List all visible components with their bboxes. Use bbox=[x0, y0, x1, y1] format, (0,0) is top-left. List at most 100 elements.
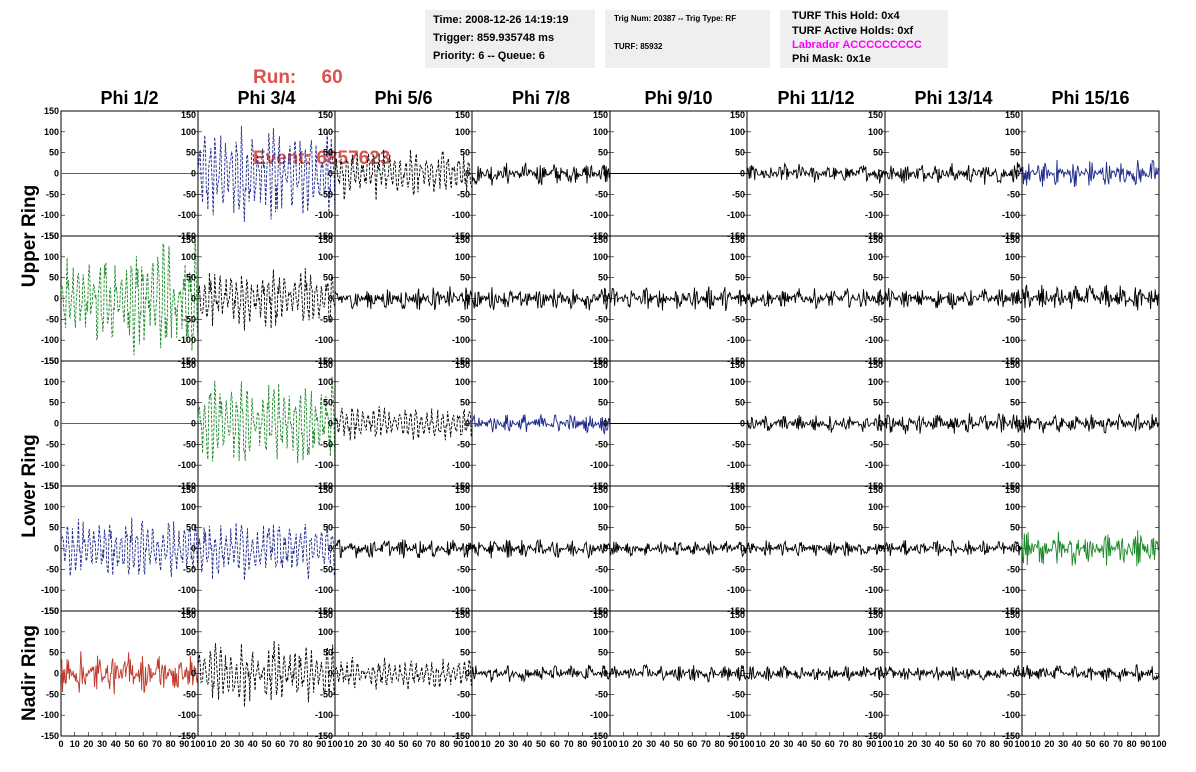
y-tick-label: 50 bbox=[1010, 398, 1020, 408]
x-tick-label: 20 bbox=[907, 739, 917, 749]
x-tick-label: 70 bbox=[564, 739, 574, 749]
y-tick-label: 150 bbox=[181, 235, 196, 245]
y-tick-label: 150 bbox=[318, 485, 333, 495]
y-tick-label: 50 bbox=[1010, 148, 1020, 158]
y-tick-label: -100 bbox=[865, 210, 883, 220]
y-tick-label: -50 bbox=[457, 564, 470, 574]
y-tick-label: 50 bbox=[460, 398, 470, 408]
x-tick-label: 50 bbox=[398, 739, 408, 749]
y-tick-label: 100 bbox=[181, 502, 196, 512]
waveform-trace bbox=[884, 539, 1023, 557]
y-tick-label: 0 bbox=[54, 669, 59, 679]
y-tick-label: -150 bbox=[178, 731, 196, 741]
y-tick-label: 50 bbox=[873, 273, 883, 283]
y-tick-label: -50 bbox=[595, 189, 608, 199]
waveform-trace bbox=[471, 414, 611, 435]
waveform-trace bbox=[1021, 663, 1160, 682]
x-tick-label: 100 bbox=[1151, 739, 1166, 749]
waveform-trace bbox=[60, 238, 199, 356]
x-tick-label: 80 bbox=[1127, 739, 1137, 749]
y-tick-label: -50 bbox=[457, 439, 470, 449]
y-tick-label: -150 bbox=[41, 481, 59, 491]
x-tick-label: 70 bbox=[976, 739, 986, 749]
y-tick-label: 50 bbox=[735, 273, 745, 283]
trigger-text: Trigger: 859.935748 ms bbox=[433, 32, 555, 44]
waveform-trace bbox=[884, 162, 1023, 185]
y-tick-label: 0 bbox=[603, 294, 608, 304]
y-tick-label: 0 bbox=[740, 669, 745, 679]
y-tick-label: 50 bbox=[873, 148, 883, 158]
y-tick-label: 150 bbox=[868, 110, 883, 120]
y-tick-label: 0 bbox=[54, 294, 59, 304]
y-tick-label: 150 bbox=[318, 610, 333, 620]
x-tick-label: 30 bbox=[234, 739, 244, 749]
y-tick-label: 150 bbox=[318, 360, 333, 370]
x-tick-label: 10 bbox=[207, 739, 217, 749]
x-tick-label: 90 bbox=[591, 739, 601, 749]
y-tick-label: -50 bbox=[595, 689, 608, 699]
y-tick-label: -100 bbox=[452, 585, 470, 595]
y-tick-label: 150 bbox=[1005, 235, 1020, 245]
y-tick-label: -50 bbox=[870, 564, 883, 574]
y-tick-label: -100 bbox=[452, 335, 470, 345]
y-tick-label: 100 bbox=[730, 627, 745, 637]
y-tick-label: 0 bbox=[54, 169, 59, 179]
y-tick-label: 50 bbox=[598, 148, 608, 158]
y-tick-label: 150 bbox=[44, 606, 59, 616]
x-tick-label: 100 bbox=[1014, 739, 1029, 749]
y-tick-label: 0 bbox=[603, 669, 608, 679]
x-tick-label: 40 bbox=[248, 739, 258, 749]
column-header-7: Phi 13/14 bbox=[914, 88, 993, 108]
waveform-trace bbox=[197, 522, 336, 581]
waveform-trace bbox=[334, 286, 473, 311]
x-tick-label: 20 bbox=[83, 739, 93, 749]
y-tick-label: -100 bbox=[1002, 335, 1020, 345]
y-tick-label: 0 bbox=[191, 544, 196, 554]
y-tick-label: 150 bbox=[318, 110, 333, 120]
waveform-trace bbox=[609, 286, 748, 312]
y-tick-label: 0 bbox=[603, 544, 608, 554]
y-tick-label: -100 bbox=[590, 585, 608, 595]
x-tick-label: 40 bbox=[111, 739, 121, 749]
y-tick-label: 100 bbox=[730, 502, 745, 512]
y-tick-label: -100 bbox=[452, 710, 470, 720]
y-tick-label: 150 bbox=[181, 610, 196, 620]
column-header-5: Phi 9/10 bbox=[644, 88, 713, 108]
y-tick-label: 100 bbox=[593, 377, 608, 387]
y-tick-label: -100 bbox=[727, 335, 745, 345]
y-tick-label: 100 bbox=[868, 252, 883, 262]
y-tick-label: -150 bbox=[315, 731, 333, 741]
y-tick-label: -100 bbox=[452, 210, 470, 220]
x-tick-label: 40 bbox=[1072, 739, 1082, 749]
y-tick-label: 0 bbox=[603, 169, 608, 179]
x-tick-label: 100 bbox=[877, 739, 892, 749]
y-tick-label: -150 bbox=[1002, 731, 1020, 741]
y-tick-label: 0 bbox=[1015, 294, 1020, 304]
waveform-trace bbox=[746, 288, 886, 310]
y-tick-label: 150 bbox=[868, 610, 883, 620]
y-tick-label: 100 bbox=[1005, 252, 1020, 262]
y-tick-label: 100 bbox=[318, 502, 333, 512]
x-tick-label: 100 bbox=[739, 739, 754, 749]
y-tick-label: -100 bbox=[41, 210, 59, 220]
turf-active-holds: TURF Active Holds: 0xf bbox=[792, 25, 914, 37]
x-tick-label: 10 bbox=[1031, 739, 1041, 749]
turf-text: TURF: 85932 bbox=[614, 42, 663, 51]
y-tick-label: -50 bbox=[183, 314, 196, 324]
y-tick-label: 150 bbox=[44, 356, 59, 366]
y-tick-label: -150 bbox=[452, 731, 470, 741]
y-tick-label: -100 bbox=[865, 460, 883, 470]
x-tick-label: 10 bbox=[619, 739, 629, 749]
y-tick-label: 100 bbox=[318, 627, 333, 637]
y-tick-label: 50 bbox=[460, 523, 470, 533]
y-tick-label: -100 bbox=[590, 710, 608, 720]
x-tick-label: 40 bbox=[797, 739, 807, 749]
waveform-trace bbox=[1021, 413, 1160, 434]
x-tick-label: 0 bbox=[58, 739, 63, 749]
y-tick-label: 150 bbox=[593, 485, 608, 495]
x-tick-label: 50 bbox=[536, 739, 546, 749]
y-tick-label: 0 bbox=[465, 294, 470, 304]
turf-this-hold: TURF This Hold: 0x4 bbox=[792, 10, 900, 22]
y-tick-label: 50 bbox=[49, 523, 59, 533]
y-tick-label: 50 bbox=[735, 148, 745, 158]
